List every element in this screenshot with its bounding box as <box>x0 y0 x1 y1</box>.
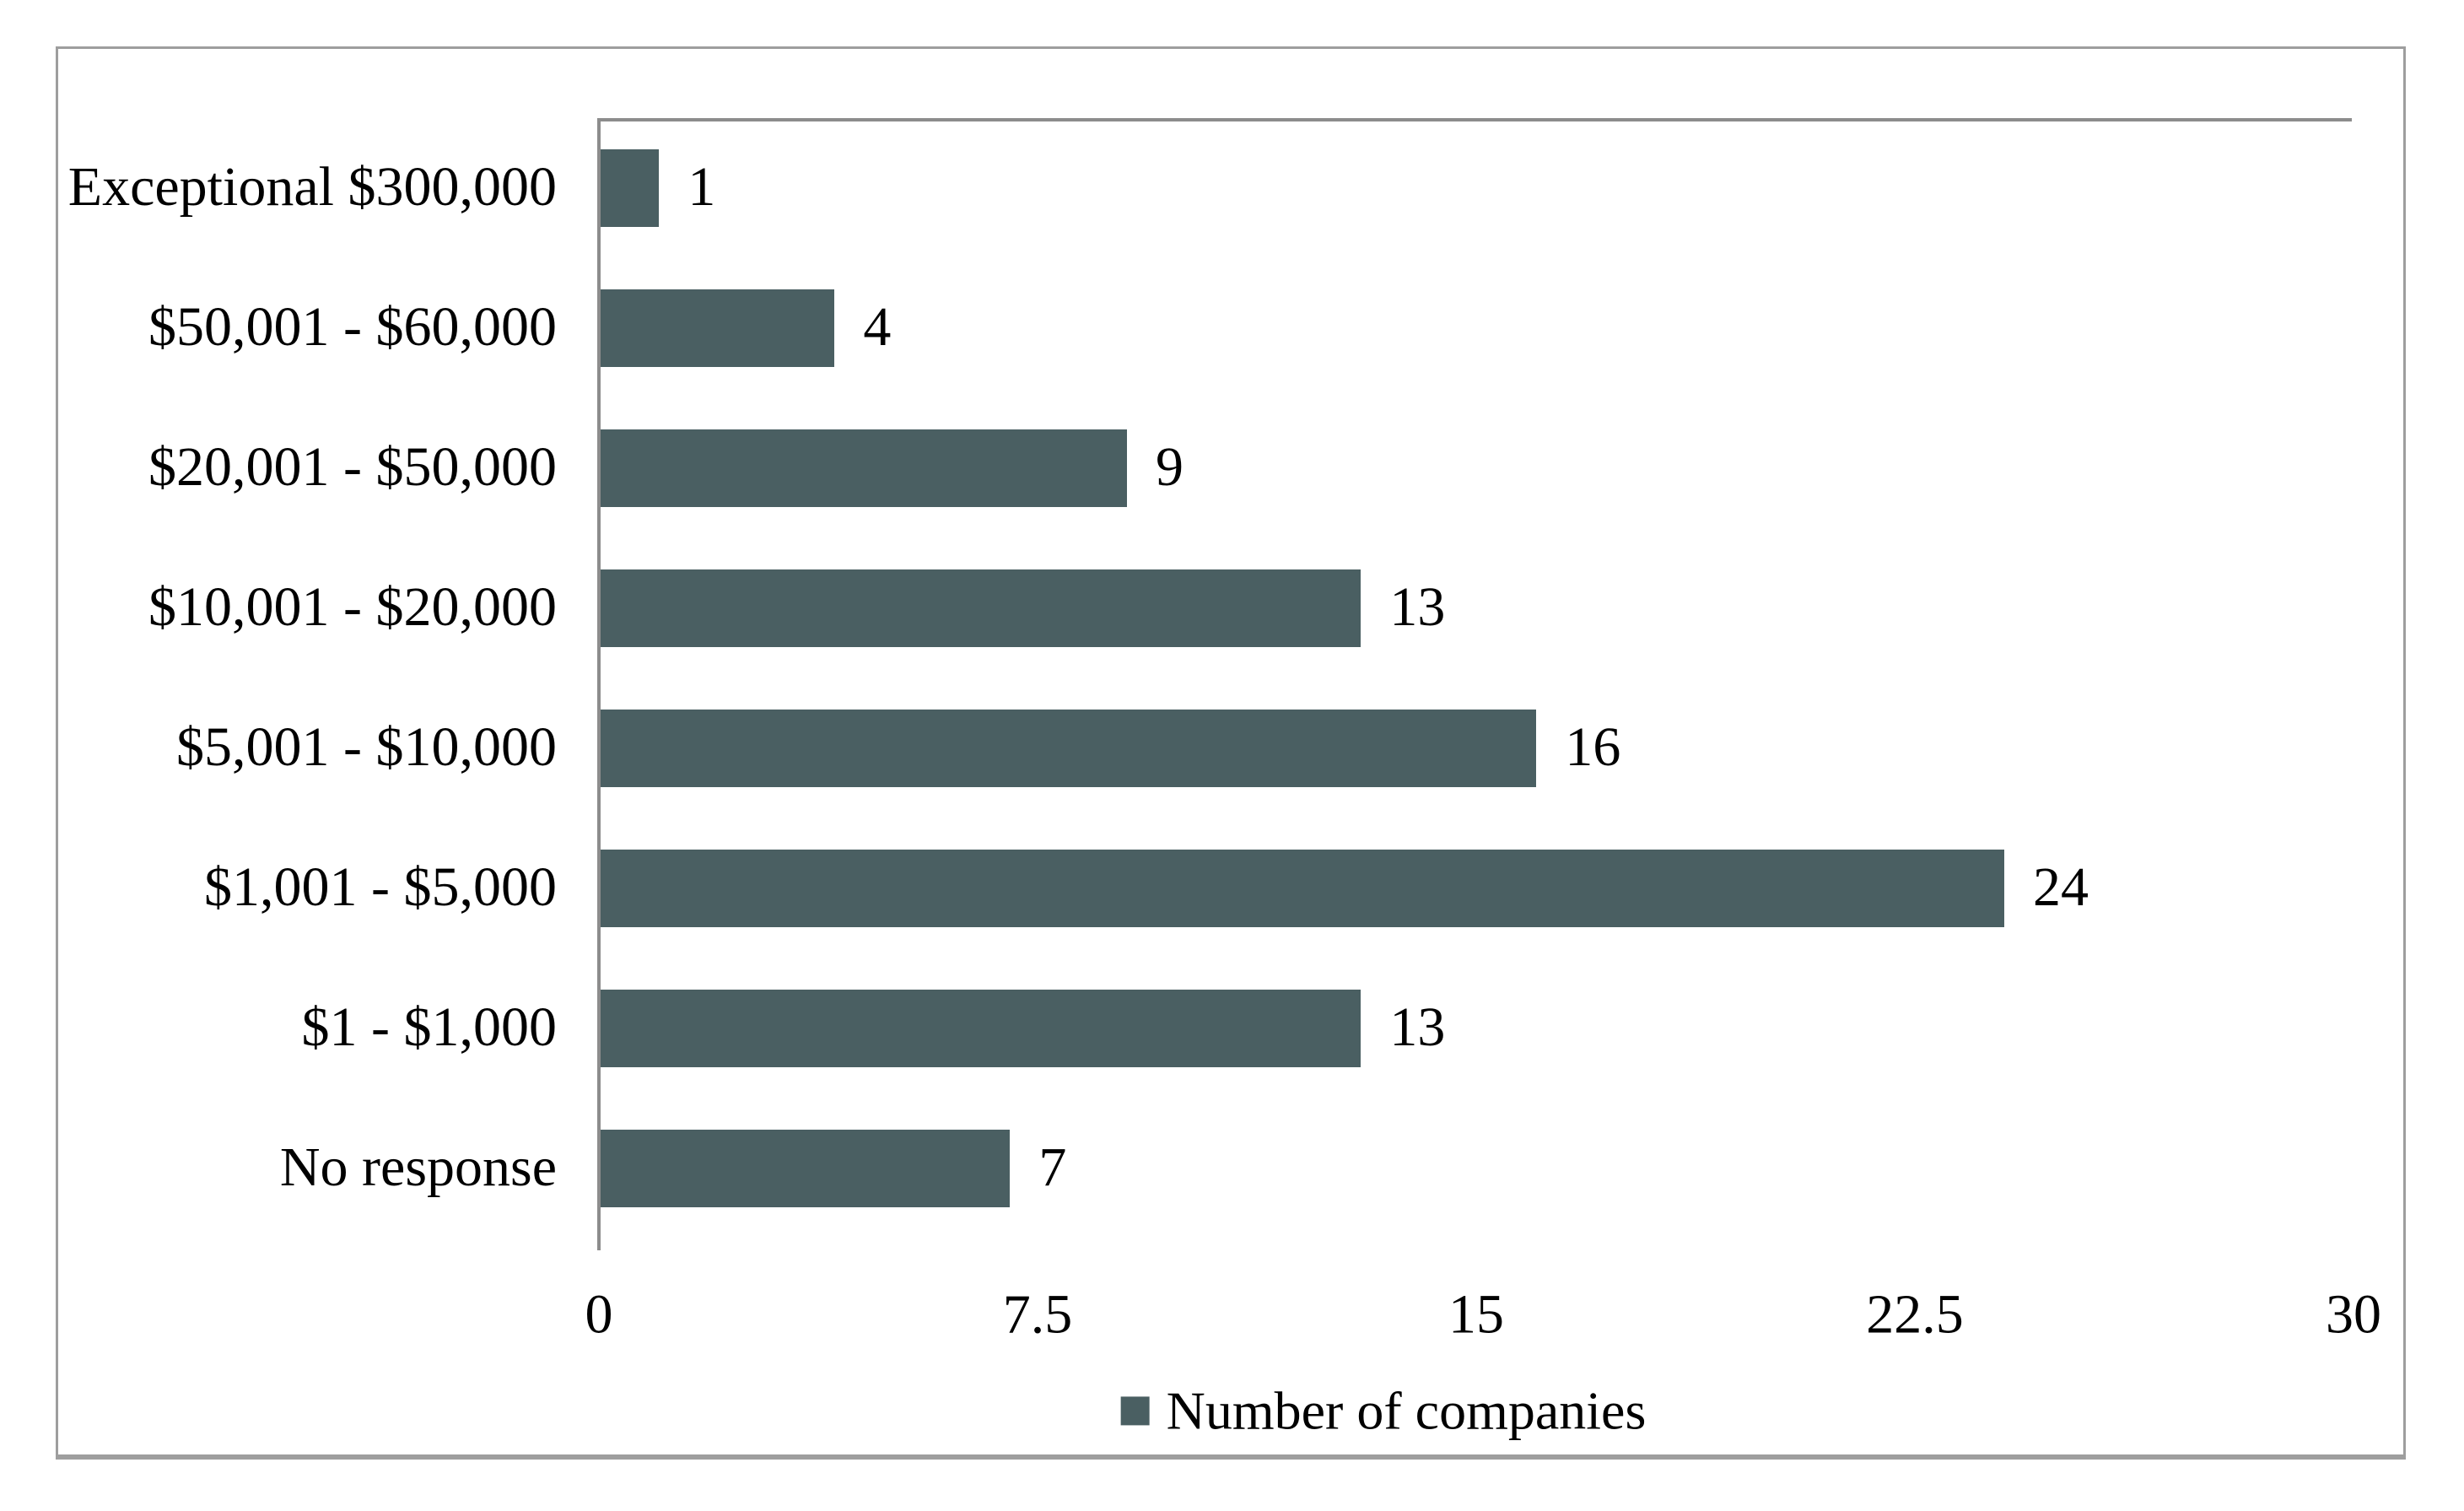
category-label: $50,001 - $60,000 <box>148 295 557 358</box>
x-tick-label: 15 <box>1448 1283 1504 1346</box>
legend-label: Number of companies <box>1166 1380 1647 1441</box>
value-label: 16 <box>1565 715 1621 778</box>
bar <box>601 990 1361 1067</box>
x-tick-label: 7.5 <box>1002 1283 1073 1346</box>
value-label: 4 <box>863 295 892 358</box>
value-label: 13 <box>1389 575 1446 638</box>
plot-top-border <box>597 118 2352 121</box>
legend-swatch-icon <box>1120 1396 1150 1425</box>
x-tick-label: 22.5 <box>1866 1283 1964 1346</box>
category-label: $10,001 - $20,000 <box>148 575 557 638</box>
category-label: $5,001 - $10,000 <box>176 715 557 778</box>
bar <box>601 850 2004 927</box>
x-tick-label: 0 <box>585 1283 613 1346</box>
category-label: No response <box>279 1136 557 1198</box>
value-label: 13 <box>1389 996 1446 1058</box>
bar <box>601 710 1537 787</box>
value-label: 24 <box>2033 855 2089 918</box>
category-label: $1 - $1,000 <box>301 996 557 1058</box>
bar <box>601 149 660 227</box>
bar <box>601 569 1361 647</box>
legend: Number of companies <box>1120 1380 1647 1441</box>
category-label: $20,001 - $50,000 <box>148 435 557 498</box>
value-label: 9 <box>1156 435 1183 498</box>
category-label: Exceptional $300,000 <box>67 155 557 218</box>
value-label: 7 <box>1038 1136 1067 1198</box>
x-tick-label: 30 <box>2326 1283 2381 1346</box>
value-label: 1 <box>687 155 716 218</box>
category-label: $1,001 - $5,000 <box>204 855 557 918</box>
chart-frame: Exceptional $300,000 1 $50,001 - $60,000 4 $… <box>56 46 2406 1460</box>
bar <box>601 289 835 367</box>
bar <box>601 429 1127 507</box>
bar <box>601 1130 1011 1207</box>
category-axis-line <box>597 118 601 1250</box>
